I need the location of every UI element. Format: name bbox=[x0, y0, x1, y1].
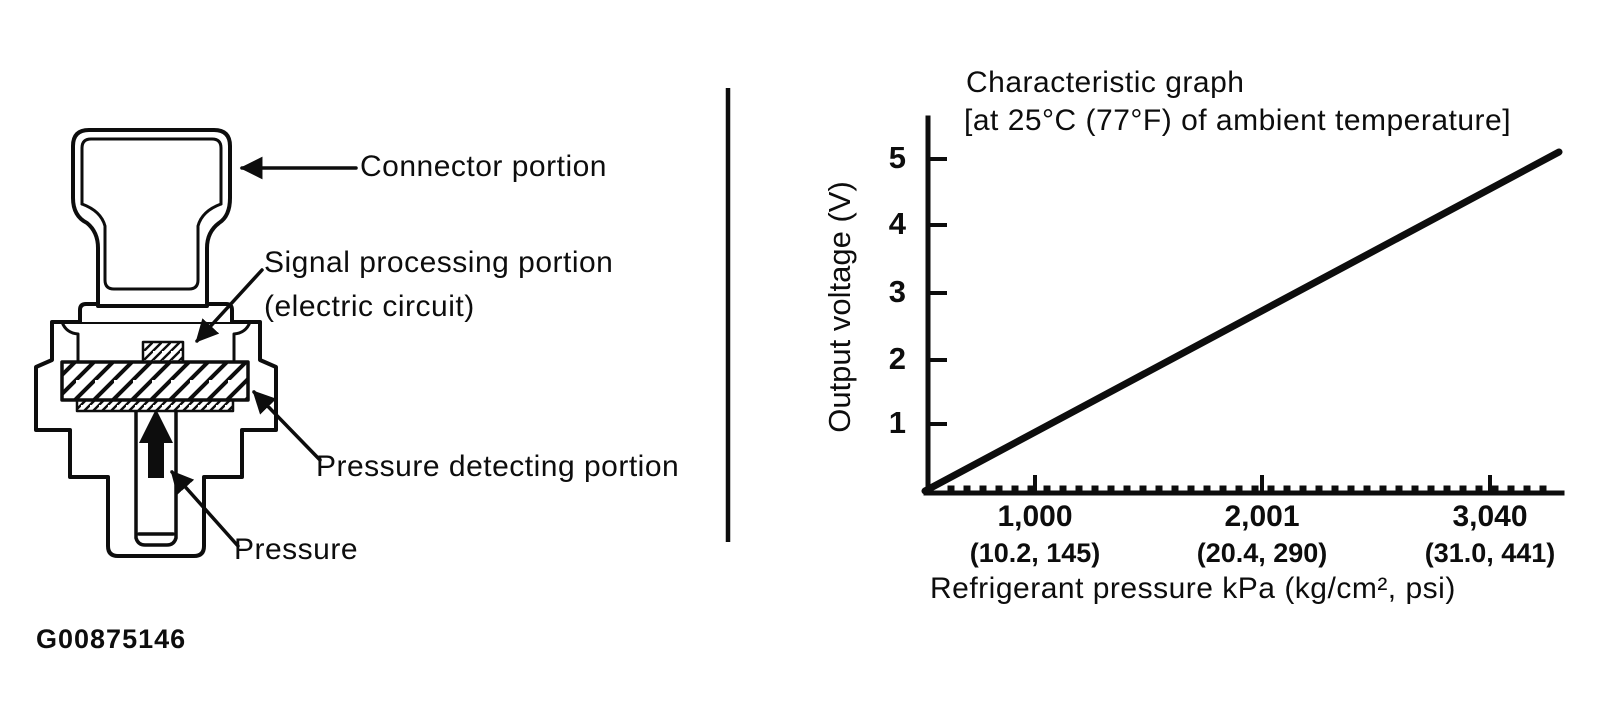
x-tick-kpa-1000: 1,000 bbox=[997, 500, 1073, 533]
pressure-arrow bbox=[139, 409, 173, 478]
x-tick-kpa-3040: 3,040 bbox=[1452, 500, 1528, 533]
figure-id: G00875146 bbox=[36, 624, 187, 654]
x-tick-group-3040: 3,040 (31.0, 441) bbox=[1380, 500, 1600, 569]
x-axis-label: Refrigerant pressure kPa (kg/cm², psi) bbox=[930, 572, 1456, 605]
pressure-label: Pressure bbox=[234, 533, 359, 566]
x-tick-alt-3040: (31.0, 441) bbox=[1424, 538, 1556, 568]
connector-inner-top bbox=[80, 137, 223, 206]
y-tick-label-1: 1 bbox=[888, 405, 906, 440]
connector-outline bbox=[71, 128, 232, 308]
x-tick-group-2001: 2,001 (20.4, 290) bbox=[1152, 500, 1372, 569]
signal-processing-element bbox=[141, 340, 185, 364]
pressure-leader-line bbox=[170, 470, 240, 548]
sensor-cap-inner-left bbox=[60, 320, 80, 362]
signal-processing-label-line1: Signal processing portion bbox=[264, 246, 614, 279]
pressure-detecting-label: Pressure detecting portion bbox=[316, 450, 680, 483]
x-tick-alt-2001: (20.4, 290) bbox=[1196, 538, 1328, 568]
pressure-sensor-drawing bbox=[34, 128, 358, 558]
detecting-leader-line bbox=[252, 390, 322, 462]
y-tick-label-3: 3 bbox=[888, 274, 906, 309]
sensor-cap-inner-right bbox=[232, 320, 252, 362]
pressure-detecting-band bbox=[60, 360, 250, 402]
characteristic-line bbox=[921, 148, 1563, 495]
x-tick-group-1000: 1,000 (10.2, 145) bbox=[925, 500, 1145, 569]
diaphragm-strip bbox=[75, 398, 235, 413]
y-tick-label-2: 2 bbox=[888, 341, 906, 376]
x-tick-kpa-2001: 2,001 bbox=[1224, 500, 1300, 533]
x-tick-alt-1000: (10.2, 145) bbox=[969, 538, 1101, 568]
y-tick-label-5: 5 bbox=[888, 140, 906, 175]
characteristic-graph-axes bbox=[921, 115, 1565, 496]
signal-leader-line bbox=[195, 268, 264, 343]
signal-processing-label-line2: (electric circuit) bbox=[264, 290, 475, 323]
y-axis-label: Output voltage (V) bbox=[822, 181, 857, 433]
chart-subtitle: [at 25°C (77°F) of ambient temperature] bbox=[964, 104, 1512, 137]
y-tick-marks bbox=[926, 157, 947, 426]
connector-portion-label: Connector portion bbox=[360, 150, 607, 183]
x-tick-marks bbox=[1033, 475, 1492, 495]
connector-inner-bore bbox=[80, 202, 223, 291]
y-tick-label-4: 4 bbox=[888, 206, 906, 241]
chart-title: Characteristic graph bbox=[966, 66, 1245, 99]
